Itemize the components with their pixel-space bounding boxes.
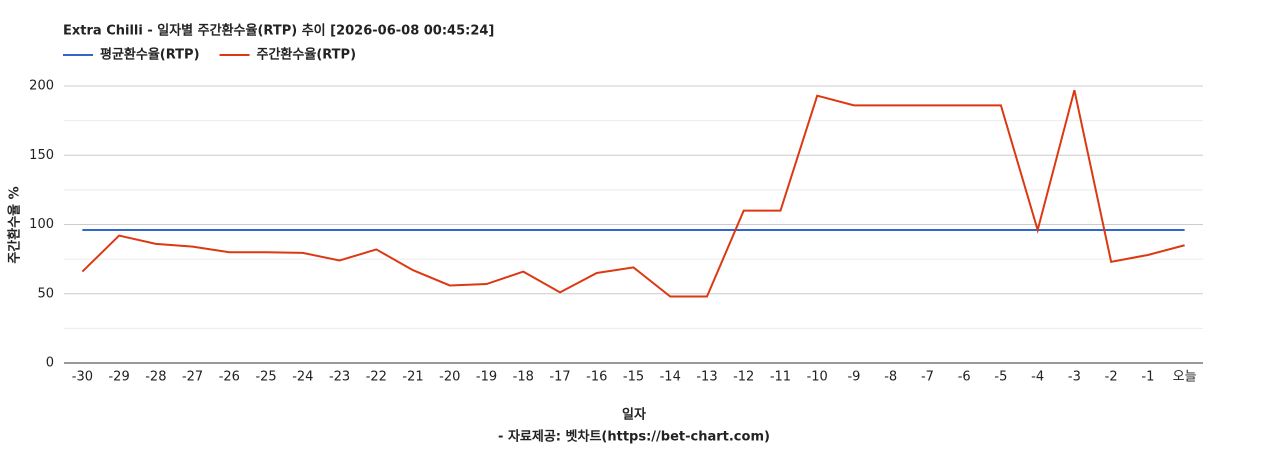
x-axis-label: 일자 xyxy=(622,408,646,423)
x-tick-label: -15 xyxy=(623,370,644,385)
x-tick-label: -10 xyxy=(807,370,828,385)
x-tick-label: -14 xyxy=(660,370,681,385)
x-tick-label: -11 xyxy=(770,370,791,385)
x-tick-label: -17 xyxy=(549,370,570,385)
x-tick-label: 오늘 xyxy=(1173,370,1197,385)
legend-label: 주간환수율(RTP) xyxy=(257,47,357,63)
x-tick-label: -8 xyxy=(884,370,897,385)
x-tick-label: -13 xyxy=(696,370,717,385)
x-tick-label: -7 xyxy=(921,370,934,385)
x-tick-label: -18 xyxy=(513,370,534,385)
x-tick-label: -28 xyxy=(145,370,166,385)
x-tick-label: -3 xyxy=(1068,370,1081,385)
x-tick-label: -20 xyxy=(439,370,460,385)
y-tick-label: 50 xyxy=(37,286,54,301)
x-tick-label: -23 xyxy=(329,370,350,385)
chart-title: Extra Chilli - 일자별 주간환수율(RTP) 추이 [2026-0… xyxy=(63,23,494,39)
legend-label: 평균환수율(RTP) xyxy=(100,47,200,63)
x-tick-label: -26 xyxy=(219,370,240,385)
x-tick-label: -29 xyxy=(108,370,129,385)
x-tick-label: -4 xyxy=(1031,370,1044,385)
x-tick-label: -12 xyxy=(733,370,754,385)
y-tick-label: 100 xyxy=(29,217,54,232)
x-tick-label: -24 xyxy=(292,370,313,385)
x-tick-label: -6 xyxy=(958,370,971,385)
y-axis-label: 주간환수율 % xyxy=(7,186,23,263)
footer: - 자료제공: 벳차트(https://bet-chart.com) xyxy=(498,429,770,445)
x-tick-label: -30 xyxy=(72,370,93,385)
x-tick-label: -5 xyxy=(994,370,1007,385)
x-tick-label: -25 xyxy=(255,370,276,385)
y-tick-label: 150 xyxy=(29,148,54,163)
x-tick-label: -27 xyxy=(182,370,203,385)
x-tick-label: -22 xyxy=(366,370,387,385)
x-tick-label: -9 xyxy=(847,370,860,385)
x-tick-label: -16 xyxy=(586,370,607,385)
x-tick-label: -2 xyxy=(1105,370,1118,385)
x-tick-label: -19 xyxy=(476,370,497,385)
y-tick-label: 200 xyxy=(29,79,54,94)
y-tick-label: 0 xyxy=(46,356,54,371)
x-tick-label: -21 xyxy=(402,370,423,385)
x-tick-label: -1 xyxy=(1141,370,1154,385)
series-line xyxy=(81,89,1185,298)
